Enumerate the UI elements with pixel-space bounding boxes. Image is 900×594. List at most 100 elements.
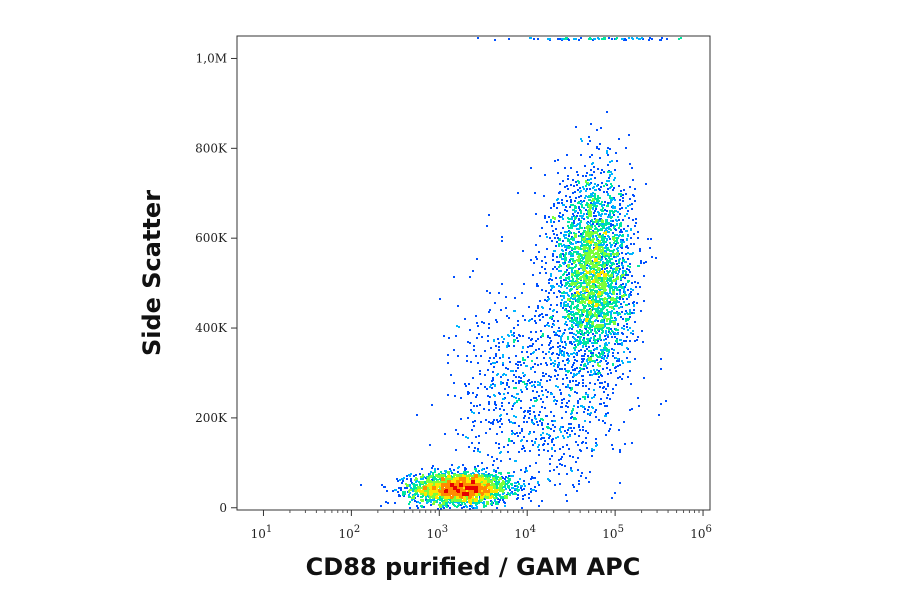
event-dot xyxy=(591,455,593,457)
event-dot xyxy=(627,210,629,212)
event-dot xyxy=(574,200,576,202)
event-dot xyxy=(535,349,537,351)
event-dot xyxy=(553,309,555,311)
event-dot xyxy=(589,140,591,142)
event-dot xyxy=(479,370,481,372)
event-dot xyxy=(619,203,621,205)
event-dot xyxy=(527,356,529,358)
event-dot xyxy=(501,402,503,404)
event-dot xyxy=(548,38,550,40)
event-dot xyxy=(631,442,633,444)
event-dot xyxy=(599,336,601,338)
event-dot xyxy=(570,308,572,310)
event-dot xyxy=(586,367,588,369)
event-dot xyxy=(603,254,605,256)
event-dot xyxy=(405,483,407,485)
event-dot xyxy=(627,329,629,331)
event-dot xyxy=(587,233,589,235)
event-dot xyxy=(580,241,582,243)
event-dot xyxy=(640,260,642,262)
event-dot xyxy=(599,248,601,250)
event-dot xyxy=(609,259,611,261)
event-dot xyxy=(416,414,418,416)
event-dot xyxy=(625,230,627,232)
event-dot xyxy=(568,272,570,274)
event-dot xyxy=(415,474,417,476)
event-dot xyxy=(558,363,560,365)
event-dot xyxy=(620,222,622,224)
event-dot xyxy=(585,332,587,334)
event-dot xyxy=(575,282,577,284)
event-dot xyxy=(530,491,532,493)
event-dot xyxy=(625,193,627,195)
event-dot xyxy=(521,507,523,509)
event-dot xyxy=(560,243,562,245)
event-dot xyxy=(537,446,539,448)
event-dot xyxy=(520,400,522,402)
event-dot xyxy=(474,466,476,468)
event-dot xyxy=(539,420,541,422)
event-dot xyxy=(601,375,603,377)
event-dot xyxy=(564,186,566,188)
event-dot xyxy=(550,273,552,275)
event-dot xyxy=(492,421,494,423)
event-dot xyxy=(550,207,552,209)
event-dot xyxy=(562,180,564,182)
event-dot xyxy=(491,501,493,503)
event-dot xyxy=(453,276,455,278)
event-dot xyxy=(581,257,583,259)
event-dot xyxy=(591,231,593,233)
event-dot xyxy=(566,292,568,294)
event-dot xyxy=(571,343,573,345)
event-dot xyxy=(580,210,582,212)
event-dot xyxy=(467,417,469,419)
event-dot xyxy=(618,193,620,195)
event-dot xyxy=(501,483,503,485)
event-dot xyxy=(604,405,606,407)
event-dot xyxy=(541,260,543,262)
event-dot xyxy=(585,209,587,211)
event-dot xyxy=(633,312,635,314)
event-dot xyxy=(578,39,580,41)
event-dot xyxy=(515,460,517,462)
event-dot xyxy=(576,373,578,375)
event-dot xyxy=(422,500,424,502)
event-dot xyxy=(613,291,615,293)
event-dot xyxy=(591,325,593,327)
event-dot xyxy=(632,289,634,291)
event-dot xyxy=(437,476,439,478)
event-dot xyxy=(477,471,479,473)
event-dot xyxy=(628,217,630,219)
event-dot xyxy=(507,451,509,453)
event-dot xyxy=(445,500,447,502)
event-dot xyxy=(610,201,612,203)
event-dot xyxy=(585,190,587,192)
event-dot xyxy=(590,352,592,354)
event-dot xyxy=(547,335,549,337)
event-dot xyxy=(580,349,582,351)
event-dot xyxy=(493,483,495,485)
event-dot xyxy=(553,221,555,223)
event-dot xyxy=(385,501,387,503)
event-dot xyxy=(563,398,565,400)
event-dot xyxy=(607,301,609,303)
event-dot xyxy=(583,213,585,215)
event-dot xyxy=(580,276,582,278)
event-dot xyxy=(599,382,601,384)
event-dot xyxy=(508,386,510,388)
event-dot xyxy=(615,253,617,255)
event-dot xyxy=(579,338,581,340)
event-dot xyxy=(590,196,592,198)
event-dot xyxy=(457,505,459,507)
event-dot xyxy=(575,346,577,348)
event-dot xyxy=(590,285,592,287)
event-dot xyxy=(485,432,487,434)
event-dot xyxy=(559,389,561,391)
event-dot xyxy=(517,364,519,366)
event-dot xyxy=(601,319,603,321)
event-dot xyxy=(600,315,602,317)
event-dot xyxy=(479,404,481,406)
event-dot xyxy=(502,477,504,479)
event-dot xyxy=(573,209,575,211)
event-dot xyxy=(604,355,606,357)
